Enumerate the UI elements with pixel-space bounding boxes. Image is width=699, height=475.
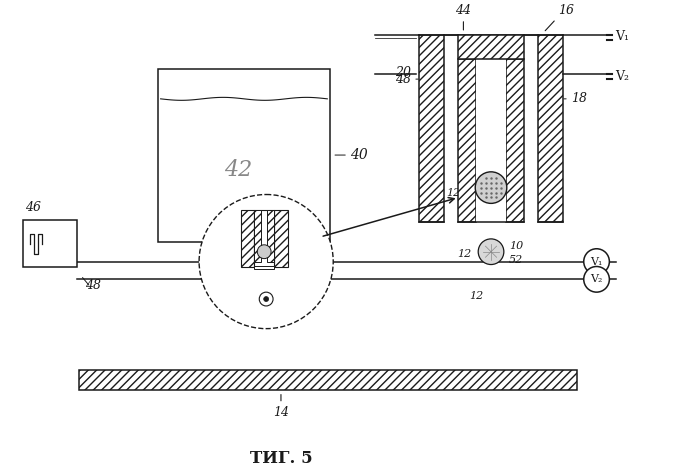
Text: 40: 40 — [350, 148, 368, 162]
Bar — [274, 210, 288, 267]
Circle shape — [475, 172, 507, 203]
Text: 12: 12 — [457, 249, 471, 259]
Text: 44: 44 — [456, 4, 471, 17]
Circle shape — [199, 194, 333, 329]
Text: 18: 18 — [571, 92, 587, 105]
Circle shape — [478, 239, 504, 265]
Text: V₁: V₁ — [615, 30, 629, 43]
Text: 16: 16 — [558, 4, 574, 17]
Circle shape — [584, 266, 610, 292]
Circle shape — [257, 245, 271, 258]
Bar — [254, 266, 274, 269]
Bar — [267, 210, 274, 262]
Text: 12: 12 — [469, 291, 483, 301]
Bar — [459, 35, 524, 59]
Text: V₁: V₁ — [591, 256, 603, 266]
Text: 48: 48 — [395, 73, 411, 86]
Bar — [419, 35, 444, 222]
Circle shape — [259, 292, 273, 306]
Text: V₂: V₂ — [615, 70, 629, 83]
Bar — [254, 210, 261, 262]
Text: 48: 48 — [85, 279, 101, 292]
Bar — [254, 210, 274, 267]
Text: 50: 50 — [504, 194, 518, 204]
Circle shape — [264, 296, 268, 302]
Bar — [506, 59, 524, 222]
Text: 46: 46 — [24, 201, 41, 214]
Text: 42: 42 — [224, 159, 252, 181]
Bar — [476, 59, 506, 222]
Bar — [240, 210, 254, 267]
Bar — [158, 69, 330, 242]
Bar — [79, 370, 577, 390]
Text: V₂: V₂ — [591, 275, 603, 285]
Text: 52: 52 — [509, 255, 523, 265]
Bar — [538, 35, 563, 222]
Circle shape — [584, 249, 610, 275]
Text: 12: 12 — [446, 188, 461, 198]
Bar — [22, 220, 77, 267]
Bar — [459, 59, 476, 222]
Text: 20: 20 — [395, 66, 411, 79]
Text: ΤИГ. 5: ΤИГ. 5 — [250, 450, 312, 467]
Text: 14: 14 — [273, 406, 289, 418]
Text: 10: 10 — [509, 241, 523, 251]
